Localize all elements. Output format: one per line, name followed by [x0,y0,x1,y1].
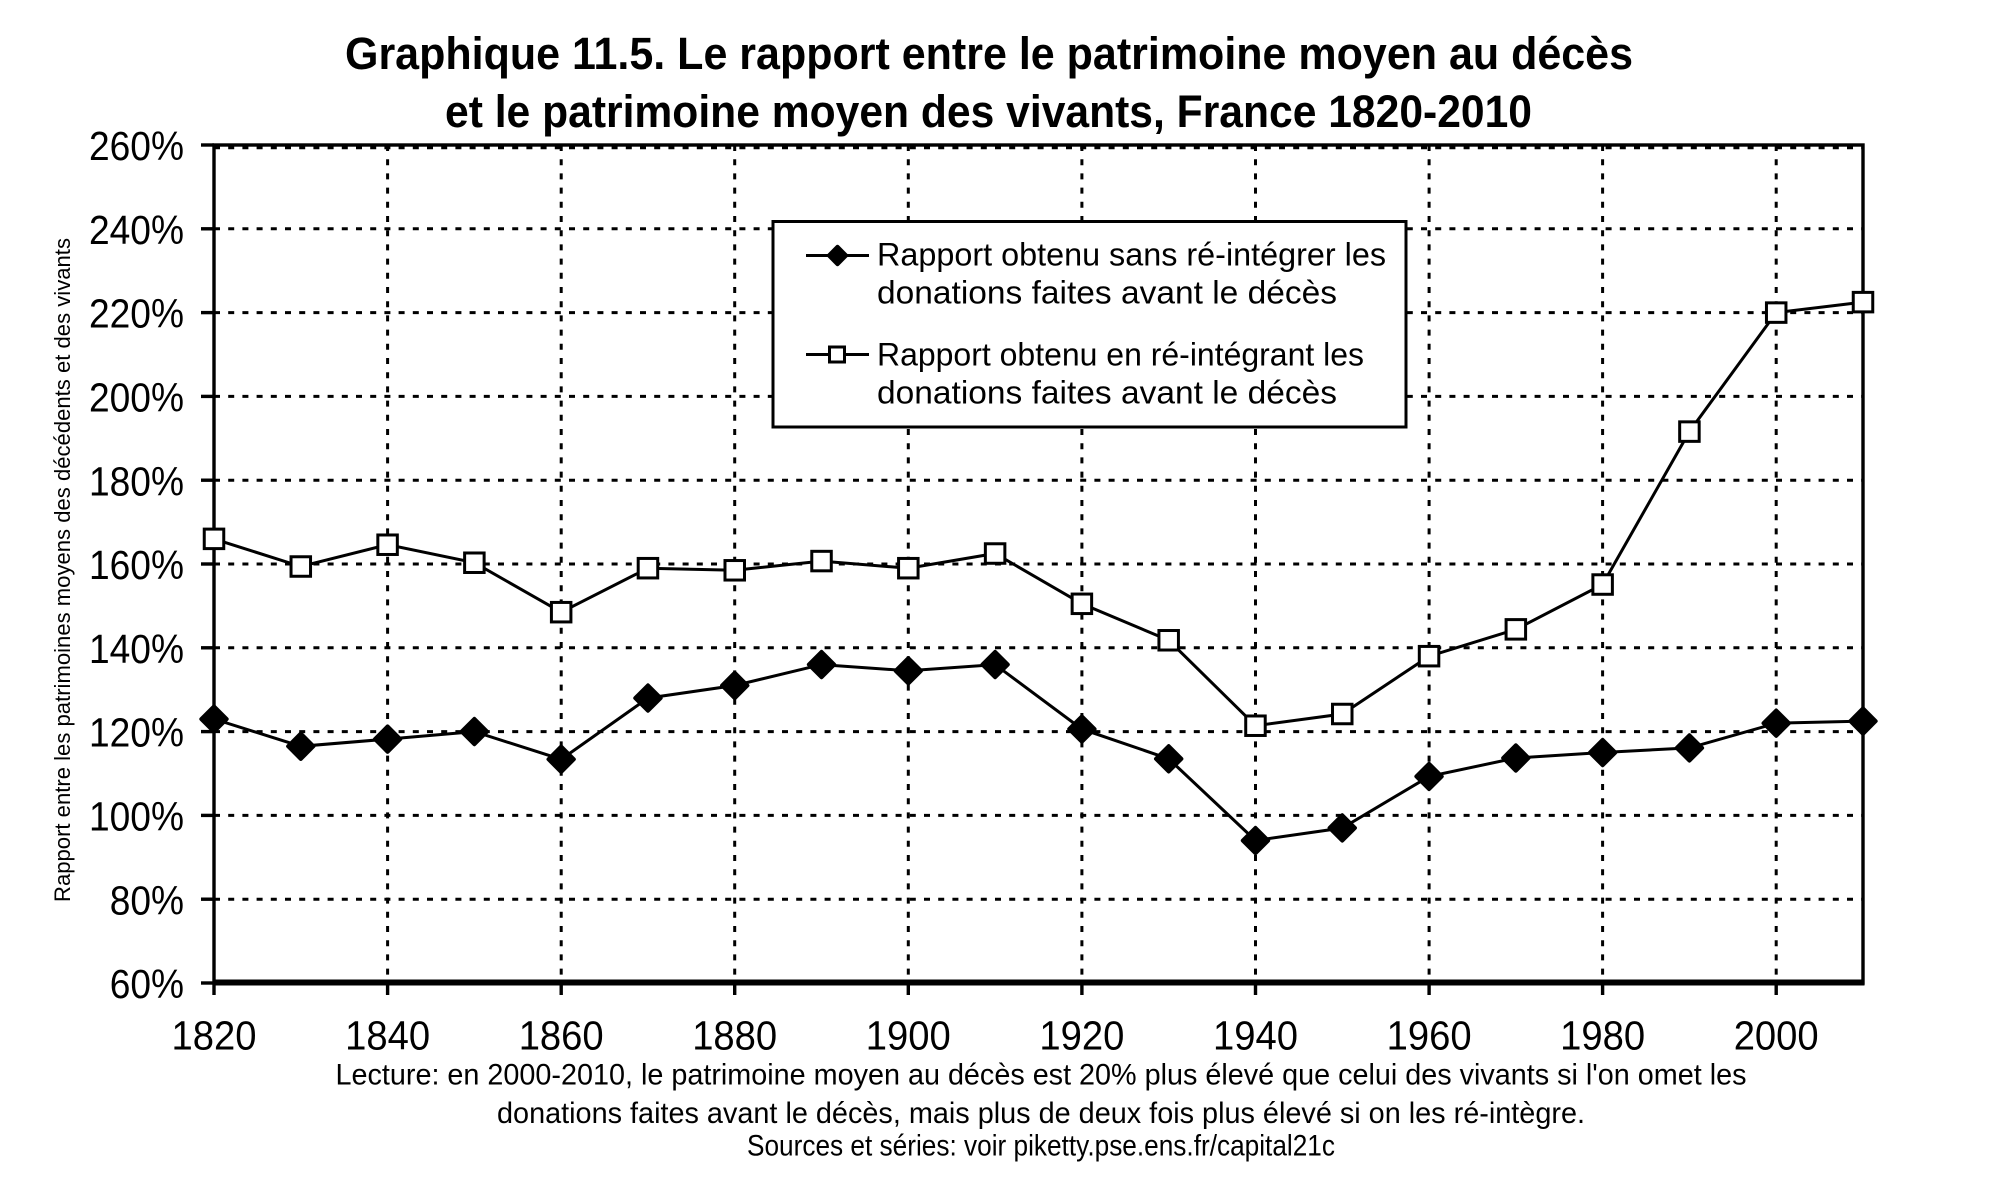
svg-text:1880: 1880 [692,1013,777,1059]
svg-text:1820: 1820 [172,1013,257,1059]
svg-text:160%: 160% [89,542,184,588]
svg-text:Rapport obtenu sans ré-intégre: Rapport obtenu sans ré-intégrer les [877,237,1386,273]
svg-text:60%: 60% [110,961,184,1007]
svg-text:1920: 1920 [1039,1013,1124,1059]
svg-text:et le patrimoine moyen des viv: et le patrimoine moyen des vivants, Fran… [445,86,1532,137]
svg-text:100%: 100% [89,794,184,840]
svg-text:140%: 140% [89,626,184,672]
svg-text:1980: 1980 [1560,1013,1645,1059]
svg-text:Sources et séries: voir pikett: Sources et séries: voir piketty.pse.ens.… [747,1130,1335,1163]
svg-text:Rapport obtenu en ré-intégrant: Rapport obtenu en ré-intégrant les [877,337,1364,373]
svg-text:Graphique 11.5. Le rapport ent: Graphique 11.5. Le rapport entre le patr… [345,28,1633,79]
svg-text:220%: 220% [89,291,184,337]
svg-text:donations faites avant le décè: donations faites avant le décès [877,275,1337,311]
svg-text:1860: 1860 [519,1013,604,1059]
svg-text:Rapport entre les patrimoines: Rapport entre les patrimoines moyens des… [50,238,75,902]
svg-text:1960: 1960 [1387,1013,1472,1059]
svg-text:1840: 1840 [345,1013,430,1059]
svg-text:80%: 80% [110,877,184,923]
svg-text:240%: 240% [89,207,184,253]
svg-text:2000: 2000 [1734,1013,1819,1059]
svg-text:donations faites avant le décè: donations faites avant le décès [877,375,1337,411]
svg-text:120%: 120% [89,710,184,756]
svg-text:180%: 180% [89,458,184,504]
svg-text:1900: 1900 [866,1013,951,1059]
svg-text:donations faites avant le décè: donations faites avant le décès, mais pl… [497,1097,1585,1130]
svg-text:Lecture: en 2000-2010, le patr: Lecture: en 2000-2010, le patrimoine moy… [336,1059,1747,1092]
svg-text:260%: 260% [89,123,184,169]
svg-text:1940: 1940 [1213,1013,1298,1059]
svg-text:200%: 200% [89,375,184,421]
